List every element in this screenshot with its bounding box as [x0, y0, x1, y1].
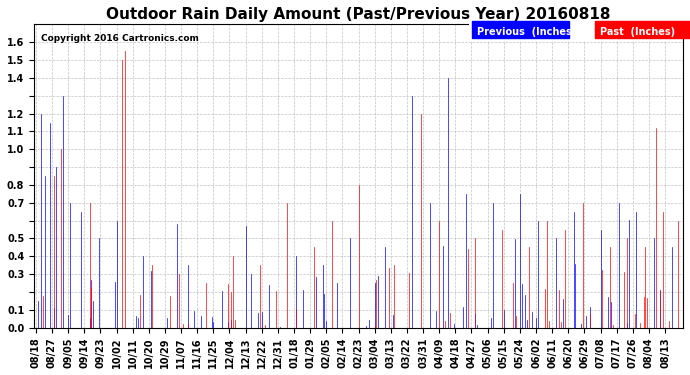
Title: Outdoor Rain Daily Amount (Past/Previous Year) 20160818: Outdoor Rain Daily Amount (Past/Previous…	[106, 7, 611, 22]
Legend: Previous  (Inches), Past  (Inches): Previous (Inches), Past (Inches)	[469, 23, 678, 41]
Text: Copyright 2016 Cartronics.com: Copyright 2016 Cartronics.com	[41, 34, 199, 43]
